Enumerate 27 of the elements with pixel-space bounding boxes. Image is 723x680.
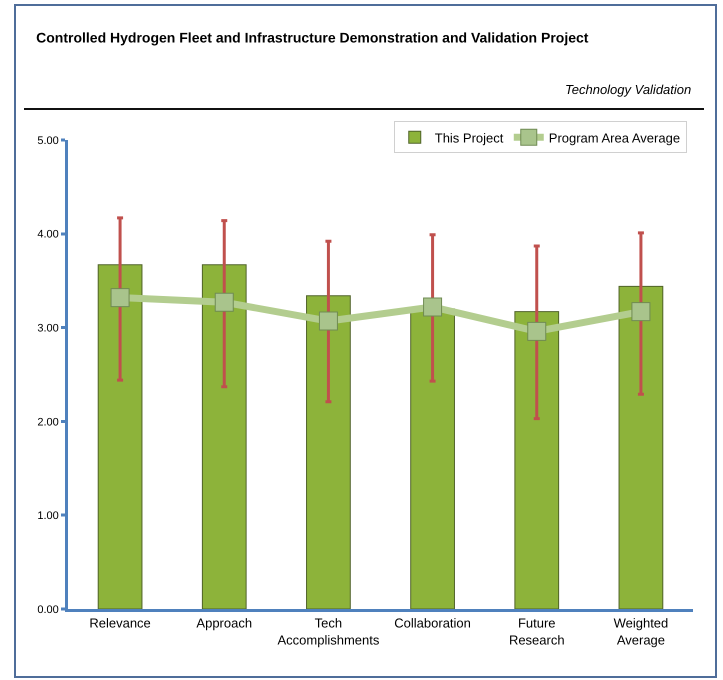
bar [618, 286, 664, 609]
point [423, 297, 442, 316]
chart-title: Controlled Hydrogen Fleet and Infrastructure Demonstration and Validation Project [36, 29, 589, 46]
x-tick-label: Approach [196, 616, 252, 631]
x-tick-label: Weighted Average [614, 616, 668, 648]
y-tick-label: 1.00 [37, 510, 59, 522]
bar [306, 295, 351, 609]
bar [98, 264, 142, 609]
legend-label: Program Area Average [548, 130, 680, 146]
chart-subtitle: Technology Validation [565, 82, 692, 97]
x-tick-label: Relevance [89, 616, 151, 631]
point [631, 302, 650, 322]
y-tick-label: 5.00 [37, 134, 59, 147]
y-tick-label: 0.00 [37, 604, 59, 616]
bar [514, 311, 560, 609]
point [110, 288, 130, 308]
y-tick-label: 2.00 [37, 416, 59, 428]
y-tick-label: 4.00 [37, 228, 59, 241]
y-tick-label: 3.00 [37, 322, 59, 334]
legend-label: This Project [434, 130, 504, 146]
bar [202, 264, 247, 609]
point [214, 292, 234, 312]
point [527, 322, 546, 341]
point [318, 312, 338, 331]
x-tick-label: Collaboration [394, 616, 471, 631]
x-tick-label: Tech Accomplishments [277, 616, 380, 648]
x-tick-label: Future Research [508, 616, 565, 648]
